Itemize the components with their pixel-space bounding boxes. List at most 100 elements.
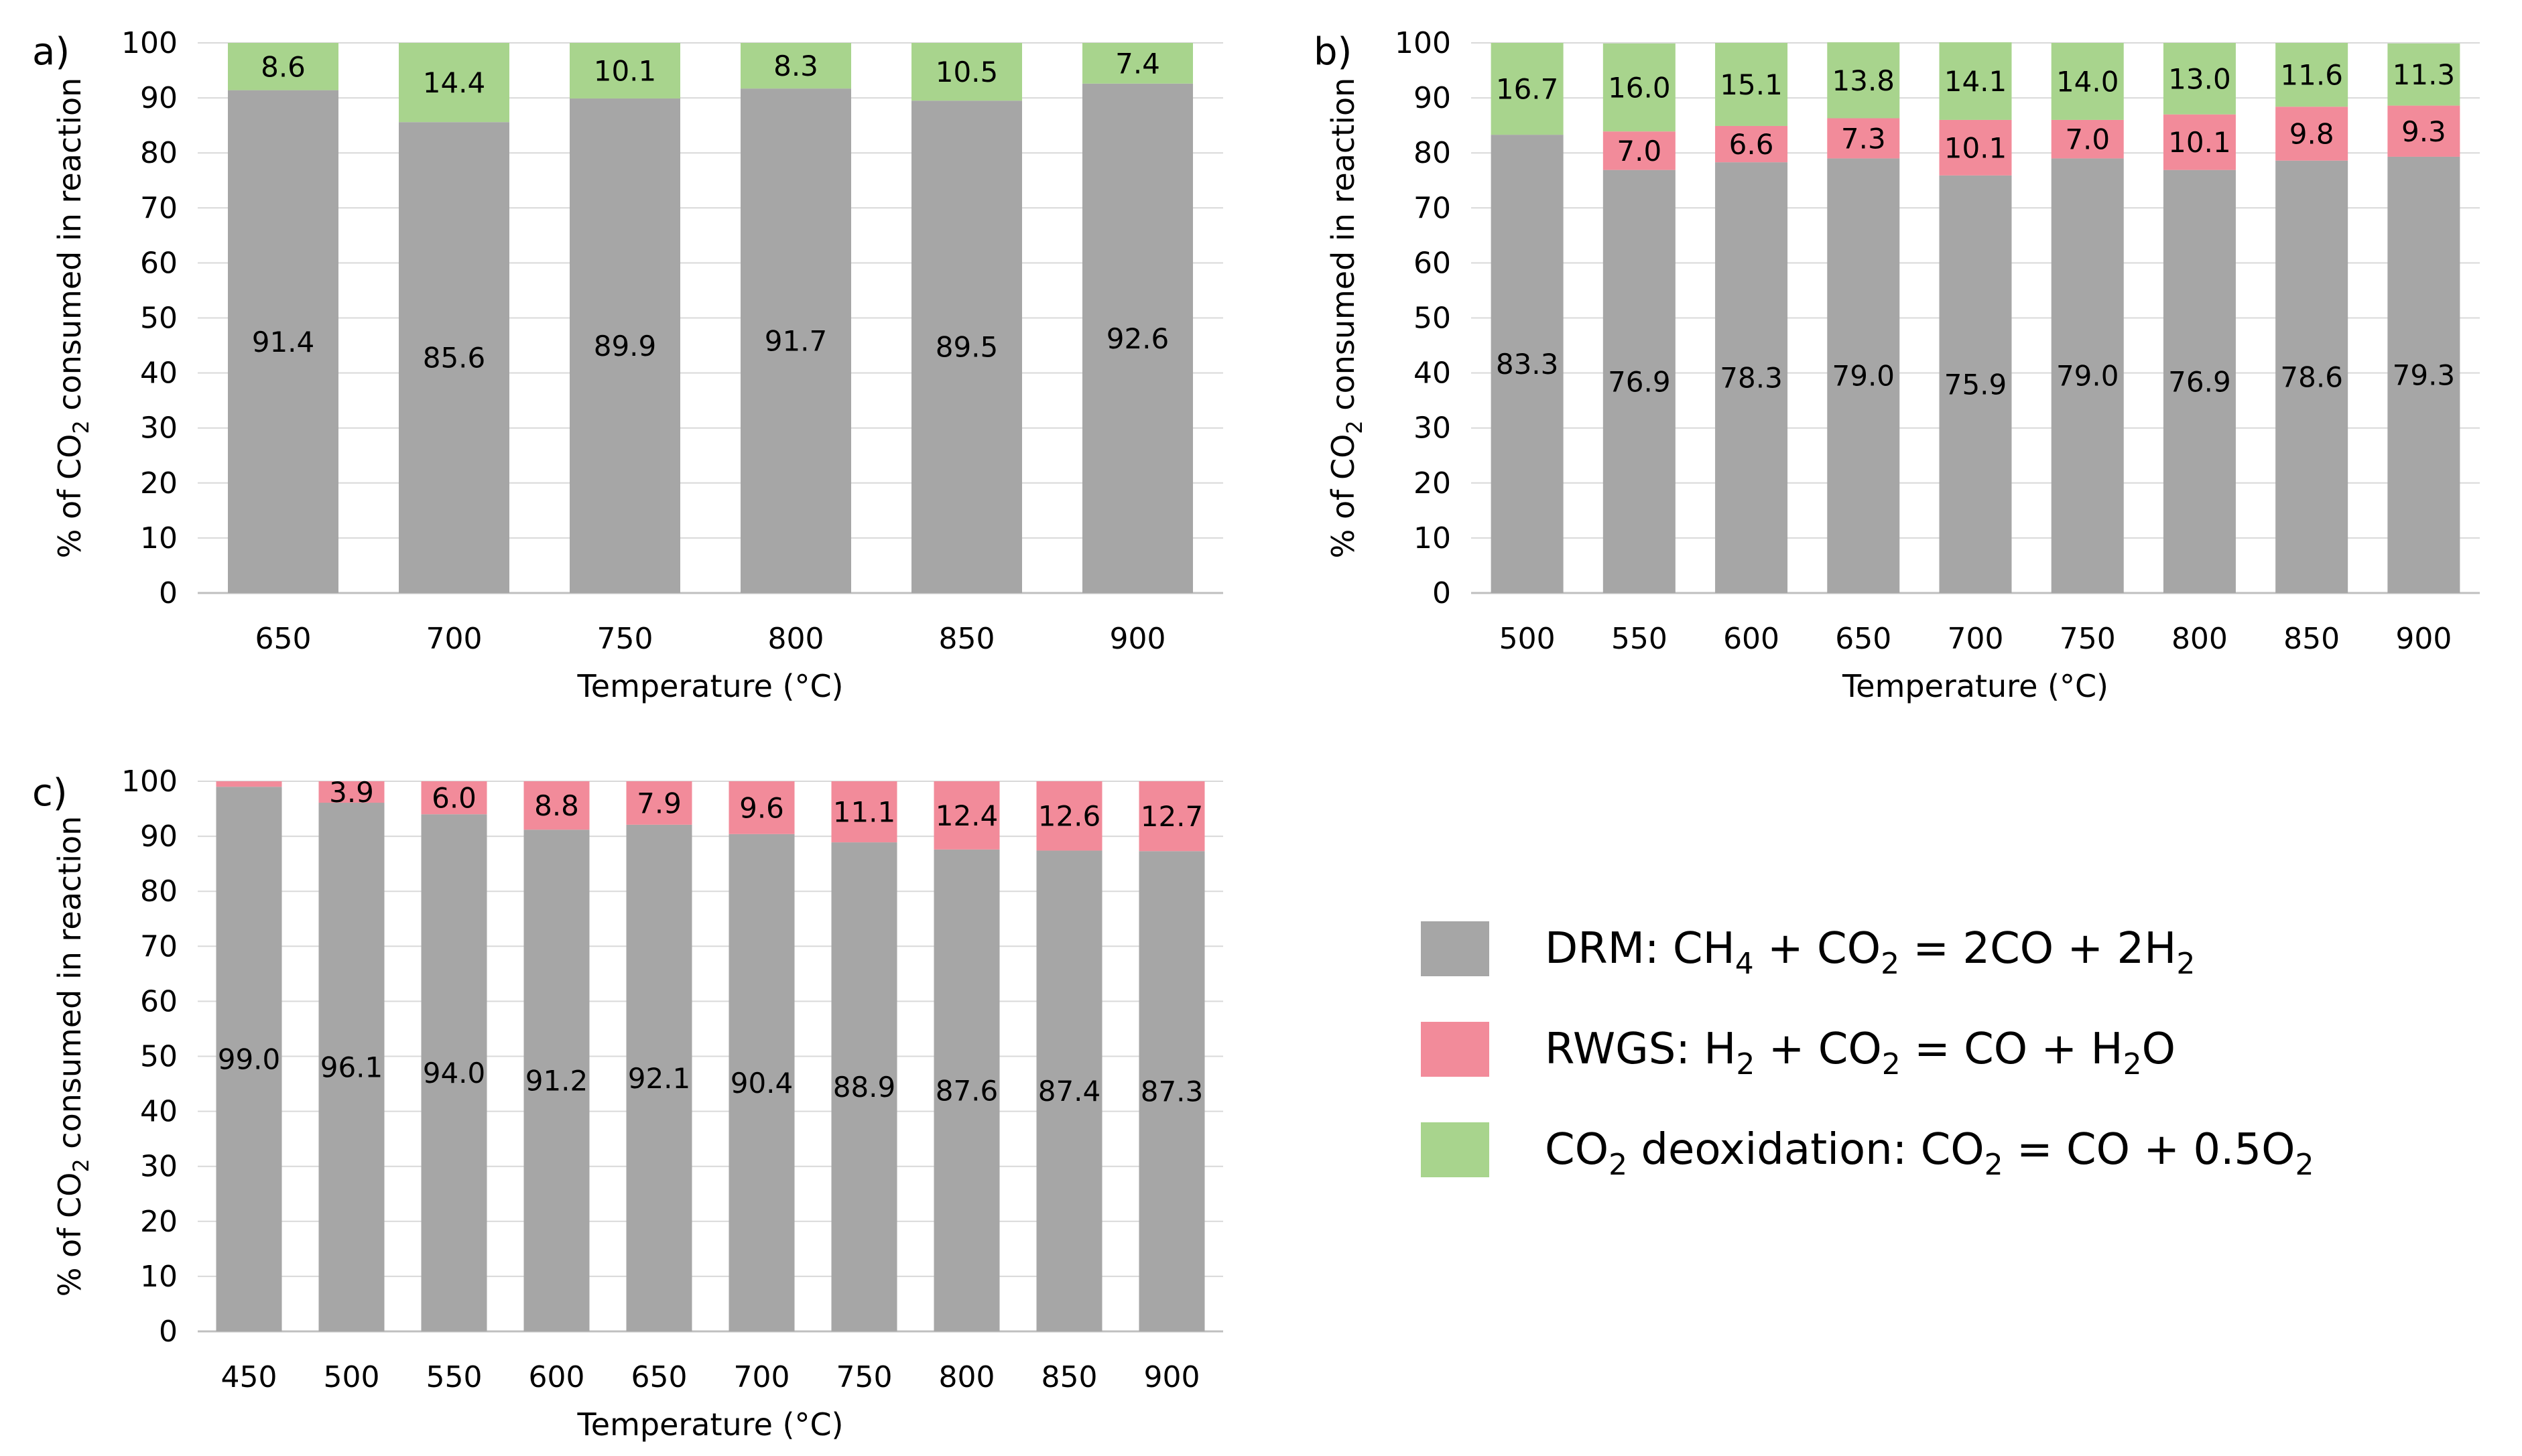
bar-drm <box>626 824 692 1331</box>
data-label-drm: 91.4 <box>252 326 315 358</box>
data-label-rwgs: 7.3 <box>1841 122 1886 155</box>
bar-rwgs <box>318 781 385 803</box>
data-label-deox: 16.0 <box>1608 72 1671 105</box>
bar-deox <box>2163 43 2236 115</box>
bar-rwgs <box>1827 118 1900 159</box>
bar-rwgs <box>2387 105 2460 157</box>
y-tick-label: 90 <box>140 819 178 854</box>
y-tick-label: 100 <box>121 765 178 799</box>
data-label-rwgs: 7.0 <box>1617 135 1661 168</box>
x-tick-label: 850 <box>1042 1360 1098 1394</box>
x-axis-title: Temperature (°C) <box>1842 668 2108 704</box>
y-tick-label: 40 <box>1413 356 1451 391</box>
x-tick-label: 800 <box>768 622 824 656</box>
data-label-drm: 89.5 <box>936 331 999 364</box>
x-tick-label: 600 <box>529 1360 585 1394</box>
data-label-drm: 92.6 <box>1107 322 1170 355</box>
y-tick-label: 20 <box>1413 466 1451 501</box>
x-tick-label: 750 <box>597 622 653 656</box>
data-label-rwgs: 10.1 <box>1944 131 2007 164</box>
y-tick-label: 50 <box>140 1040 178 1074</box>
bar-deox <box>1602 43 1676 132</box>
data-label-drm: 79.0 <box>1832 360 1895 393</box>
bar-rwgs <box>523 781 590 830</box>
data-label-rwgs: 7.9 <box>637 787 682 819</box>
bar-rwgs <box>934 781 1000 850</box>
bar-deox <box>2275 43 2348 107</box>
data-label-rwgs: 11.1 <box>833 796 896 829</box>
bar-rwgs <box>1715 125 1788 163</box>
y-tick-label: 60 <box>140 984 178 1018</box>
legend-label-rwgs: RWGS: H2 + CO2 = CO + H2O <box>1545 1024 2176 1081</box>
x-tick-label: 900 <box>1144 1360 1200 1394</box>
data-label-deox: 10.1 <box>594 54 657 87</box>
data-label-deox: 15.1 <box>1720 68 1783 101</box>
data-label-drm: 79.3 <box>2393 358 2456 391</box>
y-tick-label: 30 <box>140 1150 178 1184</box>
data-label-deox: 13.0 <box>2168 62 2231 95</box>
x-tick-label: 700 <box>426 622 483 656</box>
y-axis-title: % of CO2 consumed in reaction <box>52 816 94 1297</box>
x-tick-label: 650 <box>255 622 312 656</box>
bar-drm <box>399 122 509 593</box>
data-label-rwgs: 3.9 <box>329 776 374 809</box>
bar-drm <box>2275 160 2348 594</box>
bar-rwgs <box>1939 119 2012 176</box>
data-label-deox: 16.7 <box>1496 73 1559 106</box>
y-tick-label: 10 <box>140 521 178 555</box>
bar-rwgs <box>2163 114 2236 170</box>
y-tick-label: 70 <box>140 191 178 225</box>
x-tick-label: 800 <box>2171 622 2228 656</box>
data-label-drm: 87.4 <box>1038 1075 1101 1108</box>
x-tick-label: 900 <box>1110 622 1166 656</box>
y-tick-label: 90 <box>1413 81 1451 115</box>
data-label-deox: 8.6 <box>261 50 306 83</box>
y-tick-label: 10 <box>140 1260 178 1294</box>
data-label-drm: 87.3 <box>1141 1075 1204 1108</box>
data-label-rwgs: 10.1 <box>2168 126 2231 159</box>
bar-drm <box>2387 156 2460 593</box>
y-axis-title: % of CO2 consumed in reaction <box>1325 78 1367 559</box>
data-label-rwgs: 7.0 <box>2065 123 2110 156</box>
data-label-drm: 99.0 <box>218 1043 281 1076</box>
data-label-deox: 13.8 <box>1832 64 1895 97</box>
bar-drm <box>911 101 1022 593</box>
y-tick-label: 0 <box>159 576 178 610</box>
data-label-deox: 14.1 <box>1944 65 2007 98</box>
bar-drm <box>741 88 851 593</box>
bar-drm <box>2051 158 2124 593</box>
bar-deox <box>399 43 509 123</box>
bar-deox <box>1939 42 2012 120</box>
x-tick-label: 550 <box>426 1360 483 1394</box>
data-label-rwgs: 9.6 <box>739 791 784 824</box>
x-tick-label: 850 <box>2283 622 2340 656</box>
data-label-drm: 89.9 <box>594 330 657 362</box>
data-label-drm: 79.0 <box>2056 360 2119 393</box>
data-label-drm: 85.6 <box>423 342 486 375</box>
bar-drm <box>1491 135 1564 593</box>
bar-drm <box>421 814 487 1331</box>
bar-deox <box>2051 43 2124 120</box>
y-tick-label: 30 <box>1413 411 1451 446</box>
legend-swatch-rwgs <box>1421 1022 1489 1077</box>
bar-drm <box>2163 170 2236 593</box>
bar-drm <box>1082 83 1193 593</box>
y-tick-label: 40 <box>140 1095 178 1129</box>
y-tick-label: 80 <box>140 136 178 170</box>
bar-rwgs <box>831 781 897 843</box>
y-tick-label: 10 <box>1413 521 1451 555</box>
x-tick-label: 600 <box>1723 622 1779 656</box>
bar-drm <box>1139 851 1205 1331</box>
bar-drm <box>216 787 282 1331</box>
data-label-drm: 90.4 <box>731 1067 794 1100</box>
data-label-drm: 78.3 <box>1720 362 1783 395</box>
bar-drm <box>228 90 338 593</box>
data-label-rwgs: 9.3 <box>2401 115 2446 148</box>
bar-drm <box>1827 158 1900 593</box>
bar-rwgs <box>729 781 795 834</box>
y-tick-label: 100 <box>1395 26 1451 60</box>
data-label-rwgs: 12.6 <box>1038 800 1101 833</box>
y-axis-title: % of CO2 consumed in reaction <box>52 78 94 559</box>
data-label-drm: 92.1 <box>628 1062 691 1095</box>
